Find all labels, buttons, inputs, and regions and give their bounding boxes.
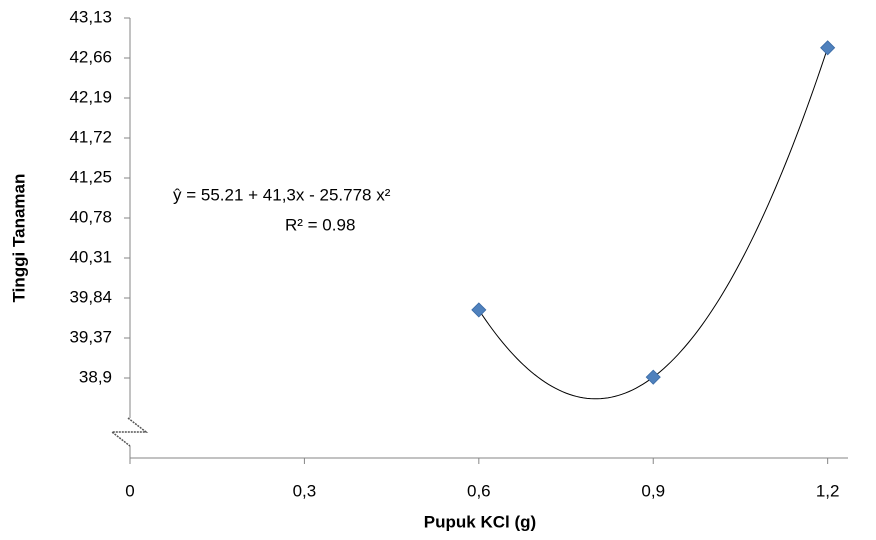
break-gap <box>112 418 148 446</box>
y-tick-label: 40,78 <box>69 207 112 226</box>
x-tick-label: 0,6 <box>467 481 491 500</box>
y-tick-label: 38,9 <box>79 367 112 386</box>
x-tick-label: 0 <box>125 481 134 500</box>
y-tick-label: 43,13 <box>69 7 112 26</box>
data-point <box>645 369 661 385</box>
data-point <box>471 302 487 318</box>
y-axis-title: Tinggi Tanaman <box>9 174 28 303</box>
y-tick-label: 41,72 <box>69 127 112 146</box>
y-tick-label: 40,31 <box>69 247 112 266</box>
y-tick-label: 39,84 <box>69 287 112 306</box>
r-squared: R² = 0.98 <box>285 215 355 234</box>
data-point <box>820 40 836 56</box>
x-axis-title: Pupuk KCl (g) <box>424 512 536 531</box>
equation: ŷ = 55.21 + 41,3x - 25.778 x² <box>173 185 391 204</box>
y-tick-label: 41,25 <box>69 167 112 186</box>
y-tick-label: 39,37 <box>69 327 112 346</box>
trendline <box>478 47 829 400</box>
x-tick-label: 1,2 <box>816 481 840 500</box>
break-mark <box>109 417 149 447</box>
y-tick-label: 42,66 <box>69 47 112 66</box>
axis-break <box>109 417 149 447</box>
x-tick-label: 0,9 <box>641 481 665 500</box>
x-tick-label: 0,3 <box>293 481 317 500</box>
y-tick-label: 42,19 <box>69 87 112 106</box>
